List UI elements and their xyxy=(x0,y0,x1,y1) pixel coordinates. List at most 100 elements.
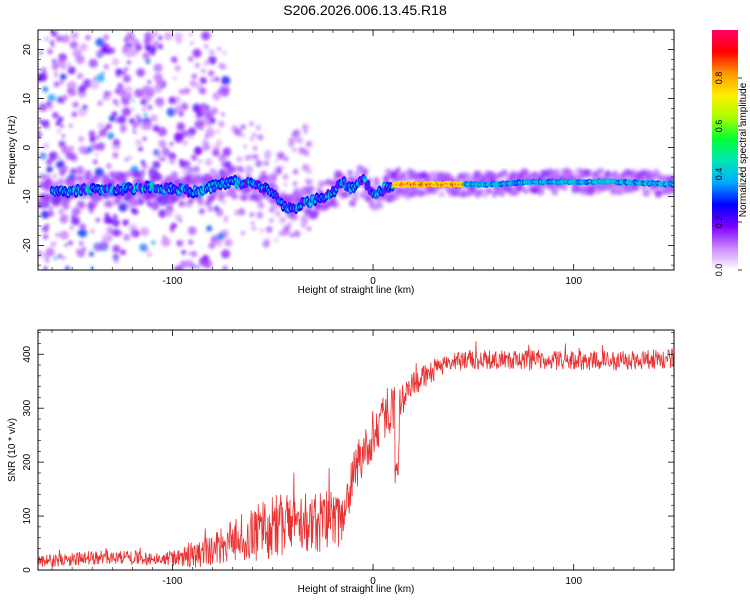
spectrogram-cell xyxy=(395,167,402,173)
spectrogram-cell xyxy=(57,156,63,162)
spectrogram-cell xyxy=(181,249,187,255)
spectrogram-cell xyxy=(473,173,482,182)
spectrogram-cell xyxy=(95,135,100,140)
spectrogram-cell xyxy=(67,88,77,97)
spectrogram-cell xyxy=(208,49,215,56)
spectrogram-cell xyxy=(141,106,148,112)
spectrogram-cell xyxy=(259,202,264,208)
spectrogram-cell xyxy=(643,190,650,197)
spectrogram-cell xyxy=(212,148,220,157)
spectrogram-cell xyxy=(275,159,279,163)
spectrogram-cell xyxy=(111,219,120,227)
spectrogram-cell xyxy=(114,196,124,206)
spectrogram-cell xyxy=(233,177,237,182)
spectrogram-cell xyxy=(193,106,201,114)
spectrogram-cell xyxy=(122,74,132,83)
spectrogram-cell xyxy=(158,103,163,109)
spectrogram-cell xyxy=(76,249,83,256)
spectrogram-cell xyxy=(209,187,213,193)
spectrogram-cell xyxy=(134,88,144,98)
spectrogram-cell xyxy=(305,140,313,148)
spectrogram-cell xyxy=(300,214,309,224)
spectrogram-cell xyxy=(174,132,184,142)
spectrogram-x-label: Height of straight line (km) xyxy=(298,285,415,296)
spectrogram-cell xyxy=(117,82,124,90)
spectrogram-cell xyxy=(49,40,54,45)
spectrogram-cell xyxy=(178,88,185,95)
spectrogram-cell xyxy=(241,231,245,235)
spectrogram-cell xyxy=(243,144,248,149)
spectrogram-cell xyxy=(157,174,163,181)
spectrogram-cell xyxy=(43,266,48,270)
spectrogram-cell xyxy=(38,130,43,139)
spectrogram-cell xyxy=(281,228,290,236)
spectrogram-cell xyxy=(61,134,66,138)
spectrogram-cell xyxy=(220,112,225,117)
spectrogram-cell xyxy=(187,226,197,236)
spectrogram-cell xyxy=(60,213,69,222)
spectrogram-cell xyxy=(68,145,75,152)
spectrogram-cell xyxy=(134,43,143,51)
y-tick-label: 300 xyxy=(22,399,33,416)
spectrogram-cell xyxy=(198,124,205,131)
spectrogram-cell xyxy=(155,78,164,86)
spectrogram-cell xyxy=(313,208,320,216)
spectrogram-cell xyxy=(95,37,105,47)
spectrogram-cell xyxy=(67,181,74,188)
spectrogram-cell xyxy=(464,173,472,180)
spectrogram-cell xyxy=(121,70,126,75)
spectrogram-cell xyxy=(157,127,167,137)
spectrogram-cell xyxy=(106,163,112,169)
spectrogram-cell xyxy=(173,105,183,115)
spectrogram-cell xyxy=(68,240,73,246)
snr-frame xyxy=(37,329,675,571)
spectrogram-cell xyxy=(349,176,356,183)
spectrogram-cell xyxy=(116,145,121,149)
spectrogram-cell xyxy=(243,191,251,199)
spectrogram-cell xyxy=(132,208,139,216)
spectrogram-cell xyxy=(112,152,119,159)
spectrogram-cell xyxy=(38,72,48,82)
spectrogram-cell xyxy=(60,80,64,85)
spectrogram-cell xyxy=(382,175,391,183)
spectrogram-cell xyxy=(217,120,225,128)
spectrogram-cell xyxy=(222,147,232,156)
spectrogram-cell xyxy=(302,163,310,172)
spectrogram-cell xyxy=(82,78,92,88)
spectrogram-cell xyxy=(143,113,148,118)
spectrogram-cell xyxy=(38,103,48,112)
spectrogram-cell xyxy=(96,194,103,201)
spectrogram-cell xyxy=(366,182,370,187)
spectrogram-cell xyxy=(126,93,133,100)
spectrogram-cell xyxy=(131,99,135,103)
spectrogram-cell xyxy=(69,225,75,231)
spectrogram-cell xyxy=(41,119,50,128)
spectrogram-cell xyxy=(209,168,217,175)
spectrogram-cell xyxy=(204,158,213,166)
spectrogram-heatmap xyxy=(38,30,674,270)
spectrogram-cell xyxy=(95,153,99,157)
y-tick-label: 0 xyxy=(22,567,33,573)
spectrogram-cell xyxy=(287,222,292,227)
spectrogram-cell xyxy=(274,238,279,242)
spectrogram-cell xyxy=(121,97,127,102)
spectrogram-cell xyxy=(106,201,113,208)
spectrogram-cell xyxy=(198,208,205,215)
spectrogram-cell xyxy=(190,250,198,258)
spectrogram-cell xyxy=(43,234,49,240)
spectrogram-cell xyxy=(165,210,173,217)
spectrogram-cell xyxy=(187,239,194,245)
spectrogram-cell xyxy=(107,132,115,140)
spectrogram-cell xyxy=(373,180,381,188)
spectrogram-cell xyxy=(89,136,96,143)
spectrogram-cell xyxy=(153,84,163,94)
spectrogram-cell xyxy=(180,102,189,111)
spectrogram-cell xyxy=(92,77,97,81)
spectrogram-cell xyxy=(155,152,162,159)
y-tick-label: -10 xyxy=(22,189,33,204)
spectrogram-cell xyxy=(215,239,223,247)
spectrogram-cell xyxy=(155,97,165,107)
spectrogram-cell xyxy=(84,170,92,178)
spectrogram-cell xyxy=(168,96,177,105)
